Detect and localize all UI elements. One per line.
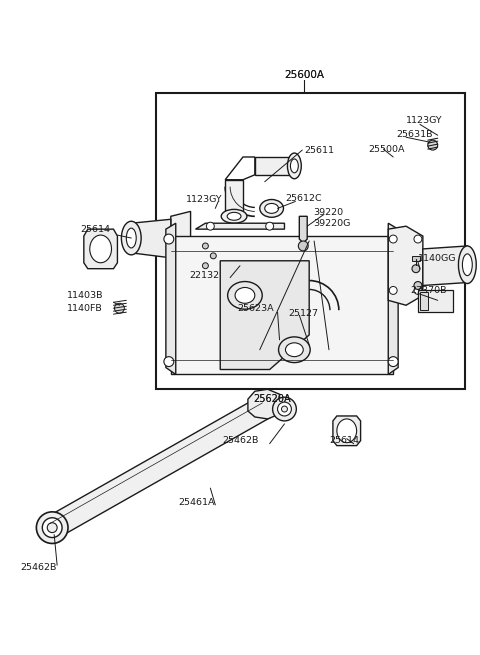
Text: 25614: 25614 bbox=[80, 225, 110, 234]
Text: 25600A: 25600A bbox=[284, 70, 324, 80]
Bar bbox=[156, 93, 466, 389]
Ellipse shape bbox=[278, 337, 310, 363]
Ellipse shape bbox=[277, 402, 291, 416]
Text: 27370B: 27370B bbox=[410, 286, 446, 295]
Circle shape bbox=[389, 235, 397, 243]
Text: 1140GG: 1140GG bbox=[418, 254, 456, 263]
Circle shape bbox=[203, 243, 208, 249]
Text: 39220: 39220 bbox=[313, 208, 343, 217]
Polygon shape bbox=[171, 212, 191, 261]
Polygon shape bbox=[423, 246, 468, 286]
Text: 25623A: 25623A bbox=[237, 304, 274, 312]
Ellipse shape bbox=[462, 254, 472, 276]
Circle shape bbox=[389, 286, 397, 294]
Polygon shape bbox=[300, 216, 307, 243]
Polygon shape bbox=[255, 157, 294, 175]
Ellipse shape bbox=[458, 246, 476, 284]
Ellipse shape bbox=[47, 523, 57, 533]
Text: 1140FB: 1140FB bbox=[67, 304, 103, 312]
Circle shape bbox=[414, 282, 422, 290]
Polygon shape bbox=[225, 157, 255, 179]
Circle shape bbox=[210, 253, 216, 259]
Ellipse shape bbox=[126, 228, 136, 248]
Circle shape bbox=[164, 357, 174, 367]
Ellipse shape bbox=[288, 153, 301, 179]
Ellipse shape bbox=[121, 221, 141, 255]
Text: 25462B: 25462B bbox=[21, 563, 57, 572]
Text: 25600A: 25600A bbox=[284, 70, 324, 80]
Circle shape bbox=[412, 265, 420, 272]
Circle shape bbox=[203, 263, 208, 269]
Ellipse shape bbox=[228, 282, 262, 309]
Polygon shape bbox=[84, 229, 118, 269]
Ellipse shape bbox=[42, 517, 62, 538]
Polygon shape bbox=[47, 397, 271, 538]
Ellipse shape bbox=[286, 343, 303, 357]
Text: 25462B: 25462B bbox=[222, 436, 259, 445]
Circle shape bbox=[206, 222, 214, 230]
Text: 25461A: 25461A bbox=[179, 498, 215, 508]
Circle shape bbox=[164, 234, 174, 244]
Circle shape bbox=[428, 140, 438, 150]
Polygon shape bbox=[171, 236, 393, 375]
Ellipse shape bbox=[235, 288, 255, 303]
Circle shape bbox=[414, 286, 422, 294]
Polygon shape bbox=[388, 226, 423, 305]
Ellipse shape bbox=[273, 397, 296, 421]
Circle shape bbox=[298, 241, 308, 251]
Polygon shape bbox=[388, 223, 398, 375]
Ellipse shape bbox=[264, 204, 278, 214]
Polygon shape bbox=[248, 389, 279, 419]
Circle shape bbox=[266, 222, 274, 230]
Text: 22132: 22132 bbox=[190, 271, 220, 280]
Circle shape bbox=[114, 303, 124, 313]
Circle shape bbox=[388, 357, 398, 367]
Text: 25614: 25614 bbox=[329, 436, 359, 445]
Polygon shape bbox=[333, 416, 360, 445]
Ellipse shape bbox=[260, 200, 284, 217]
Polygon shape bbox=[220, 261, 309, 369]
Text: 1123GY: 1123GY bbox=[406, 116, 443, 125]
Bar bbox=[412, 256, 420, 261]
Text: 11403B: 11403B bbox=[67, 291, 104, 300]
Text: 25631B: 25631B bbox=[396, 130, 432, 139]
Polygon shape bbox=[166, 223, 176, 375]
Ellipse shape bbox=[90, 235, 111, 263]
Bar bbox=[420, 292, 428, 310]
Circle shape bbox=[414, 235, 422, 243]
Ellipse shape bbox=[227, 212, 241, 220]
Text: 25620A: 25620A bbox=[253, 394, 290, 404]
Polygon shape bbox=[225, 179, 243, 216]
Polygon shape bbox=[131, 219, 171, 258]
Ellipse shape bbox=[290, 159, 298, 173]
Text: 1123GY: 1123GY bbox=[186, 195, 222, 204]
Ellipse shape bbox=[337, 419, 357, 443]
Ellipse shape bbox=[36, 512, 68, 544]
Bar bbox=[418, 290, 453, 312]
Text: 25612C: 25612C bbox=[286, 194, 322, 203]
Ellipse shape bbox=[281, 406, 288, 412]
Text: 25611: 25611 bbox=[304, 145, 334, 155]
Ellipse shape bbox=[221, 210, 247, 223]
Text: 25620A: 25620A bbox=[253, 394, 290, 404]
Text: 25500A: 25500A bbox=[369, 145, 405, 153]
Polygon shape bbox=[195, 223, 285, 229]
Circle shape bbox=[388, 234, 398, 244]
Text: 39220G: 39220G bbox=[313, 219, 350, 228]
Text: 25127: 25127 bbox=[288, 309, 318, 318]
